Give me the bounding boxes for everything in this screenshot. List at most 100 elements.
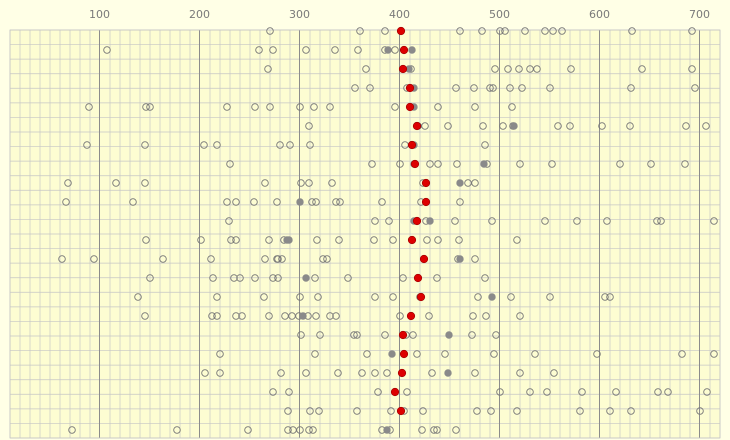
open-point xyxy=(496,27,504,35)
open-point xyxy=(638,65,646,73)
open-point xyxy=(209,274,217,282)
open-point xyxy=(297,331,305,339)
filled-point xyxy=(408,46,416,54)
open-point xyxy=(453,160,461,168)
red-point xyxy=(421,178,431,188)
filled-point xyxy=(488,293,496,301)
open-point xyxy=(598,122,606,130)
open-point xyxy=(305,179,313,187)
red-point xyxy=(396,26,406,36)
open-point xyxy=(593,350,601,358)
open-point xyxy=(378,198,386,206)
open-point xyxy=(441,350,449,358)
filled-point xyxy=(426,217,434,225)
filled-point xyxy=(302,274,310,282)
red-point xyxy=(405,83,415,93)
open-point xyxy=(62,198,70,206)
open-point xyxy=(491,65,499,73)
open-point xyxy=(366,84,374,92)
open-point xyxy=(513,236,521,244)
open-point xyxy=(358,369,366,377)
open-point xyxy=(548,160,556,168)
open-point xyxy=(350,331,358,339)
open-point xyxy=(626,122,634,130)
grid xyxy=(9,29,721,439)
open-point xyxy=(306,407,314,415)
open-point xyxy=(311,350,319,358)
red-point xyxy=(410,159,420,169)
open-point xyxy=(554,122,562,130)
open-point xyxy=(362,65,370,73)
open-point xyxy=(354,46,362,54)
plot-border xyxy=(9,29,721,439)
open-point xyxy=(302,46,310,54)
red-point xyxy=(406,311,416,321)
open-point xyxy=(232,312,240,320)
open-point xyxy=(312,198,320,206)
open-point xyxy=(265,236,273,244)
open-point xyxy=(227,236,235,244)
open-point xyxy=(381,331,389,339)
open-point xyxy=(518,84,526,92)
open-point xyxy=(332,312,340,320)
open-point xyxy=(549,27,557,35)
open-point xyxy=(490,350,498,358)
open-point xyxy=(306,141,314,149)
open-point xyxy=(142,103,150,111)
open-point xyxy=(703,388,711,396)
open-point xyxy=(616,160,624,168)
red-point xyxy=(398,330,408,340)
open-point xyxy=(236,274,244,282)
open-point xyxy=(423,236,431,244)
open-point xyxy=(433,426,441,434)
open-point xyxy=(363,350,371,358)
open-point xyxy=(197,236,205,244)
open-point xyxy=(468,331,476,339)
open-point xyxy=(521,27,529,35)
open-point xyxy=(269,388,277,396)
open-point xyxy=(428,369,436,377)
open-point xyxy=(391,46,399,54)
filled-point xyxy=(388,350,396,358)
open-point xyxy=(277,369,285,377)
open-point xyxy=(452,426,460,434)
open-point xyxy=(482,312,490,320)
x-tick-label: 300 xyxy=(289,8,310,21)
open-point xyxy=(664,388,672,396)
open-point xyxy=(208,312,216,320)
open-point xyxy=(628,27,636,35)
open-point xyxy=(710,350,718,358)
open-point xyxy=(696,407,704,415)
open-point xyxy=(274,255,282,263)
open-point xyxy=(368,160,376,168)
open-point xyxy=(474,293,482,301)
open-point xyxy=(578,388,586,396)
open-point xyxy=(200,141,208,149)
open-point xyxy=(710,217,718,225)
open-point xyxy=(403,388,411,396)
filled-point xyxy=(384,46,392,54)
filled-point xyxy=(383,426,391,434)
open-point xyxy=(311,274,319,282)
open-point xyxy=(285,388,293,396)
open-point xyxy=(216,369,224,377)
open-point xyxy=(526,388,534,396)
open-point xyxy=(385,217,393,225)
red-point xyxy=(397,368,407,378)
open-point xyxy=(681,160,689,168)
red-point xyxy=(399,349,409,359)
open-point xyxy=(444,122,452,130)
open-point xyxy=(353,407,361,415)
open-point xyxy=(305,426,313,434)
open-point xyxy=(387,407,395,415)
open-point xyxy=(336,198,344,206)
open-point xyxy=(230,274,238,282)
red-point xyxy=(399,45,409,55)
open-point xyxy=(396,312,404,320)
open-point xyxy=(434,236,442,244)
open-point xyxy=(481,274,489,282)
open-point xyxy=(266,103,274,111)
open-point xyxy=(266,27,274,35)
open-point xyxy=(489,84,497,92)
open-point xyxy=(309,426,317,434)
